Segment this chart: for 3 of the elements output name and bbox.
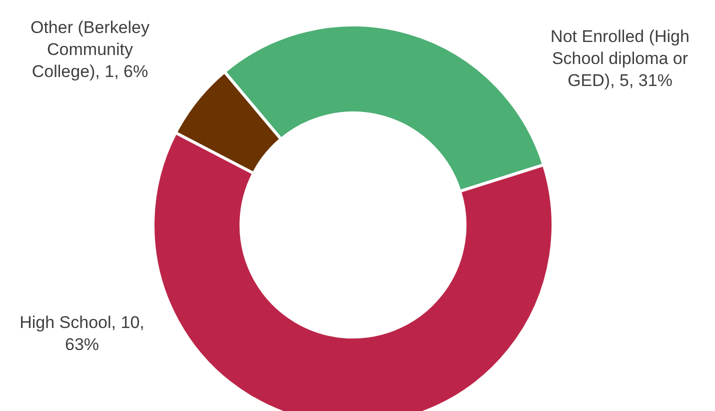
slice-label: Other (Berkeley Community College), 1, 6% [30,18,150,81]
slice-label: Not Enrolled (High School diploma or GED), 5, 31% [550,27,690,90]
slice-label: High School, 10, 63% [20,313,144,354]
